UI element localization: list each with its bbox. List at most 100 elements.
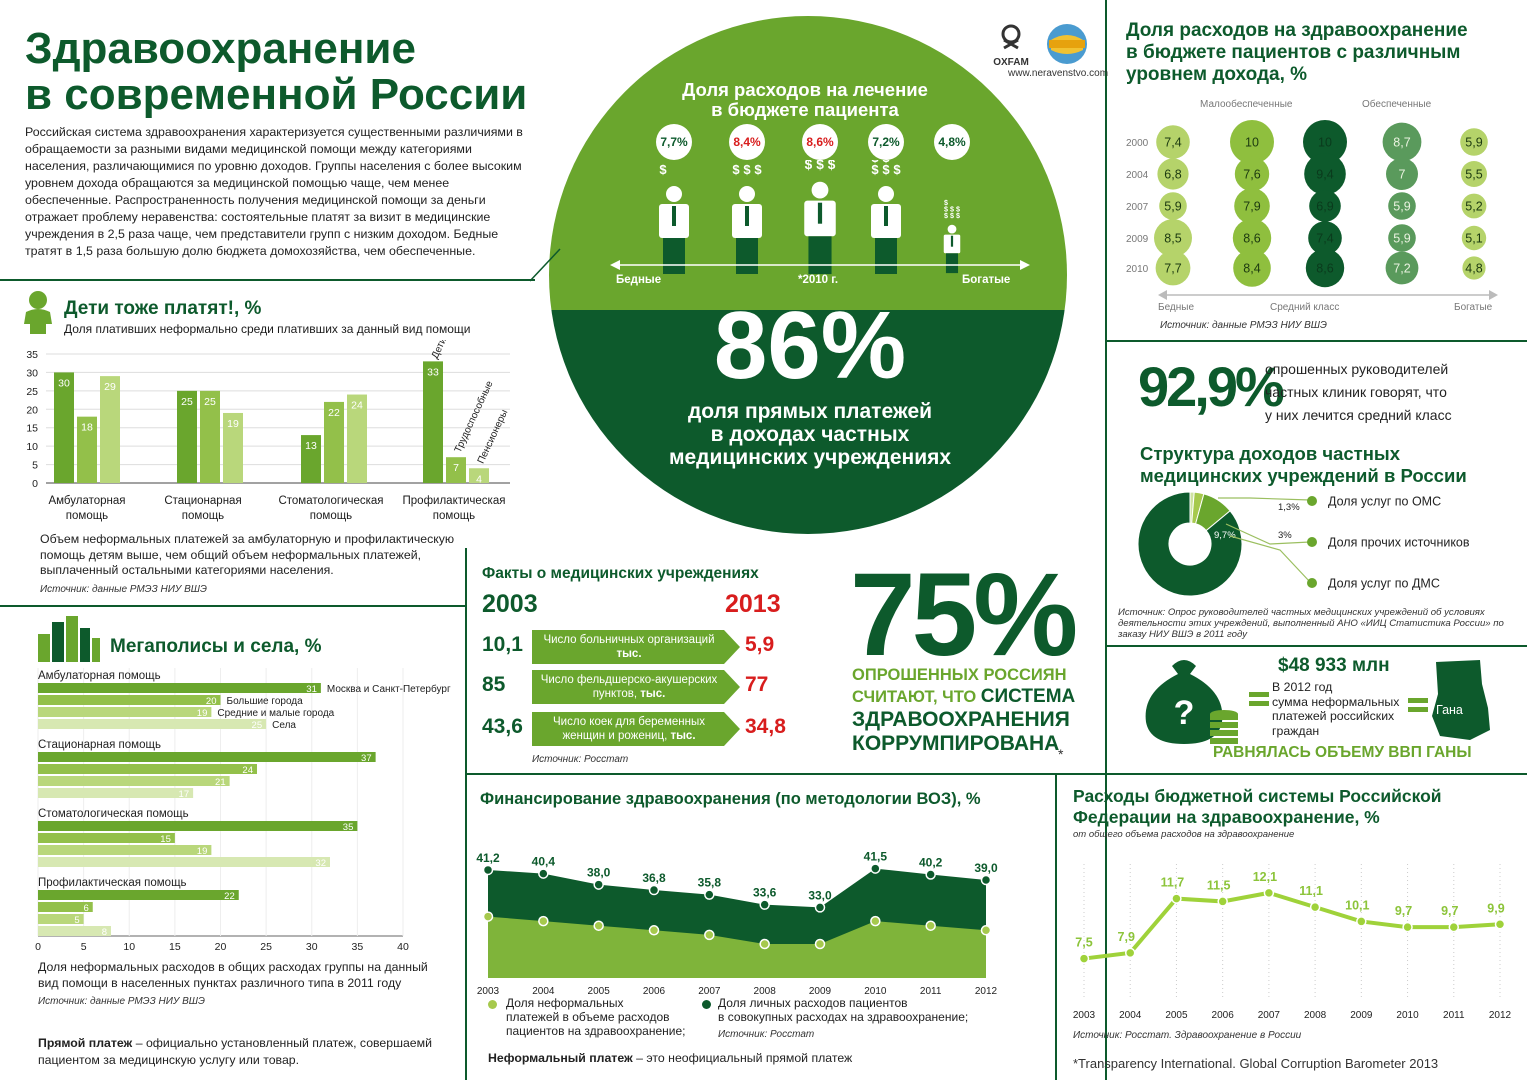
x-tick-label: 2008 [1304, 1010, 1327, 1021]
divider [465, 548, 467, 1080]
site-url[interactable]: www.neravenstvo.com [1008, 68, 1109, 79]
x-tick-label: 2006 [1212, 1010, 1235, 1021]
y-tick-label: 15 [26, 423, 38, 435]
x-tick-label: 20 [215, 941, 227, 953]
divider [0, 605, 465, 607]
heat-value-label: 7 [1399, 168, 1406, 182]
person-legs [945, 253, 959, 274]
data-label: 41,5 [864, 850, 888, 864]
data-point [980, 925, 992, 936]
double-arrow-icon [1158, 290, 1498, 300]
person-icon: $$$$ [804, 160, 836, 275]
struct-title: Структура доходов частных медицинских уч… [1140, 443, 1467, 486]
dollar-icon: $ [944, 206, 948, 214]
data-label: 38,0 [587, 866, 611, 880]
data-point [482, 911, 494, 922]
leader-line [1229, 535, 1311, 583]
fact-label: Число фельдшерско-акушерских пунктов, ты… [540, 674, 718, 700]
bar-value-label: 32 [315, 858, 326, 869]
children-source: Источник: данные РМЭЗ НИУ ВШЭ [40, 584, 207, 595]
x-tick-label: 15 [169, 941, 181, 953]
data-label: 40,2 [919, 856, 943, 870]
bar [223, 412, 243, 483]
series-line [1083, 890, 1501, 961]
circle-value-badge: 8,6% [802, 124, 838, 160]
data-label: 33,0 [808, 888, 832, 902]
facts-title: Факты о медицинских учреждениях [482, 565, 759, 582]
heatmap-chart: 2000 7,4 10 10 8,7 5,9 2004 6,8 7,6 9,4 7 5,5 2007 5,… [1126, 120, 1488, 288]
data-label: 11,5 [1207, 878, 1231, 892]
leader-line [1225, 523, 1311, 545]
data-label: 7,5 [1075, 936, 1092, 950]
heat-cell [1308, 221, 1342, 255]
legend-label: Большие города [227, 696, 304, 707]
slice-label: 3% [1278, 530, 1292, 541]
x-tick-label: 2009 [809, 986, 832, 997]
dollar-icon: $ [828, 160, 836, 172]
heat-cell [1309, 190, 1341, 222]
page-title: Здравоохранение в современной России [25, 24, 528, 119]
heat-value-label: 10 [1245, 136, 1259, 150]
dollar-icon: $ [882, 160, 890, 165]
data-label: 9,7 [1441, 904, 1458, 918]
person-icon: $$$$$ [871, 160, 901, 274]
heat-value-label: 9,4 [1316, 168, 1333, 182]
dollar-icon: $ [944, 212, 948, 220]
bar-value-label: 6 [83, 903, 88, 914]
bar-value-label: 25 [252, 720, 263, 731]
person-tie [950, 235, 954, 247]
bar-value-label: 21 [215, 777, 226, 788]
x-tick-label: 2011 [1443, 1010, 1465, 1021]
row-label: 2010 [1126, 264, 1149, 275]
globe-icon [1047, 24, 1087, 64]
x-tick-label: 2005 [588, 986, 611, 997]
equals-icon [1249, 692, 1269, 708]
double-arrow-icon [610, 260, 1030, 270]
fact-value-2003: 43,6 [482, 715, 523, 738]
bar-value-label: 24 [351, 400, 363, 412]
fact-value-2013: 5,9 [745, 633, 775, 656]
heat-cell [1234, 188, 1270, 224]
legend-label: Москва и Санкт-Петербург [327, 683, 451, 695]
person-tie [884, 206, 888, 226]
category-label: Амбулаторная помощь [48, 495, 126, 522]
facts-year-b: 2013 [725, 590, 781, 618]
heat-value-label: 8,4 [1243, 262, 1260, 276]
bar [38, 683, 321, 693]
bar-value-label: 20 [206, 696, 217, 707]
bar-value-label: 24 [242, 765, 253, 776]
fact-label-arrow: Число фельдшерско-акушерских пунктов, ты… [532, 670, 740, 704]
data-point [648, 925, 660, 936]
heat-cell [1386, 158, 1418, 190]
budget-system-title: Расходы бюджетной системы Российской Фед… [1073, 786, 1442, 827]
bar [423, 361, 443, 483]
divider [1105, 0, 1107, 1080]
heat-cell [1385, 251, 1419, 285]
x-tick-label: 2012 [975, 986, 998, 997]
bar [38, 788, 194, 798]
budget-share-title: Доля расходов на здравоохранение в бюдже… [1126, 20, 1468, 85]
big-86: 86% [713, 292, 907, 399]
heat-cell [1461, 161, 1487, 187]
footnote-mark: * [1058, 746, 1064, 762]
heat-value-label: 5,2 [1465, 200, 1482, 214]
circle-value-badge: 4,8% [934, 124, 970, 160]
row-label: 2007 [1126, 202, 1149, 213]
data-point [925, 869, 936, 880]
central-circle [549, 16, 1067, 534]
heat-cell [1304, 153, 1346, 195]
budget-system-subtitle: от общего объема расходов на здравоохран… [1073, 829, 1295, 840]
bar [38, 764, 257, 774]
bar [38, 845, 212, 855]
megapolis-title: Мегаполисы и села, % [110, 636, 322, 657]
bar [38, 821, 358, 831]
x-tick-label: 25 [260, 941, 272, 953]
bar [100, 376, 120, 483]
x-tick-label: 2009 [1350, 1010, 1373, 1021]
bar-value-label: 25 [181, 396, 193, 408]
data-point [1448, 921, 1460, 933]
heat-value-label: 5,1 [1465, 232, 1482, 246]
data-point [870, 863, 881, 874]
dollar-icon: $ [893, 162, 901, 177]
bar [38, 914, 84, 924]
